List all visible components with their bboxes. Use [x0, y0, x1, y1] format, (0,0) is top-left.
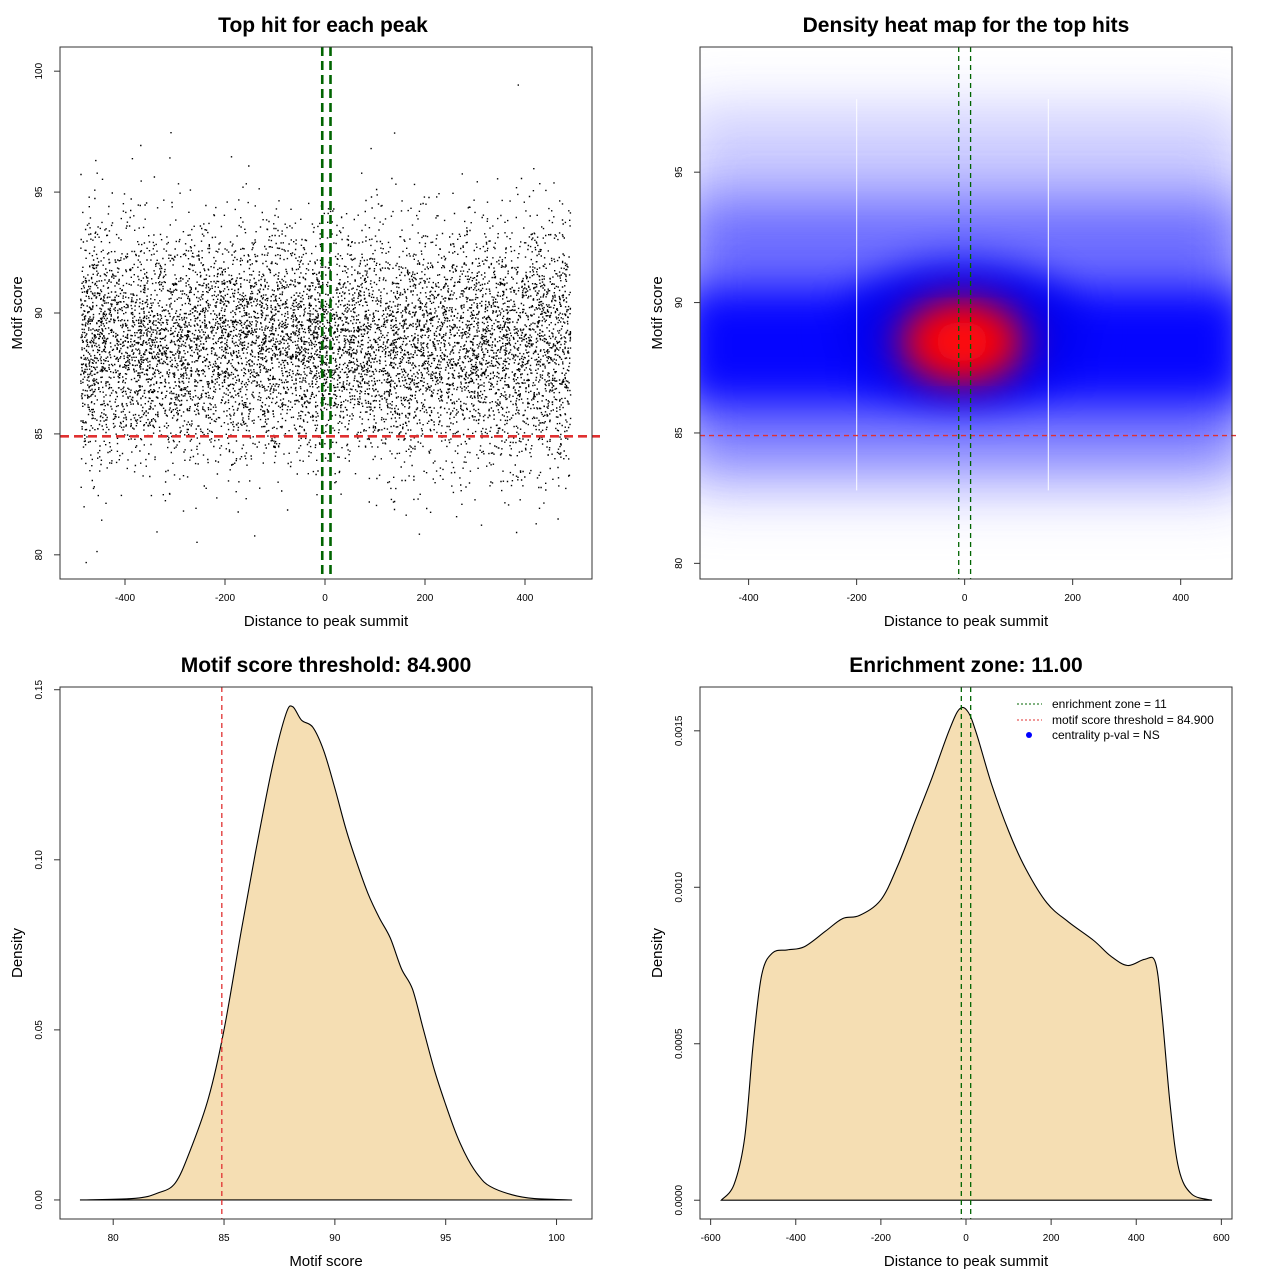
panel-distance-density: Enrichment zone: 11.00 Distance to peak … — [649, 654, 1214, 1270]
panel4-ytick-label: 0.0000 — [674, 1184, 685, 1215]
panel-score-density: Motif score threshold: 84.900 Motif scor… — [9, 654, 471, 1270]
panel3-xtick-label: 90 — [329, 1233, 341, 1244]
panel2-ytick-label: 95 — [674, 166, 685, 178]
panel2-ytick-label: 85 — [674, 427, 685, 439]
panel2-xtick-label: -200 — [847, 593, 867, 604]
panel3-xtick-label: 85 — [218, 1233, 230, 1244]
panel1-xtick-label: 200 — [417, 593, 434, 604]
panel4-xtick-label: 0 — [963, 1233, 969, 1244]
panel4-xtick-label: 600 — [1213, 1233, 1230, 1244]
panel3-xtick-label: 95 — [440, 1233, 452, 1244]
panel3-ylabel: Density — [9, 927, 26, 978]
panel1-xtick-label: 0 — [322, 593, 328, 604]
panel2-ytick-label: 80 — [674, 557, 685, 569]
panel2-ylabel: Motif score — [649, 276, 666, 349]
panel4-ytick-label: 0.0005 — [674, 1028, 685, 1059]
panel4-ylabel: Density — [649, 927, 666, 978]
panel2-plot-box — [699, 46, 1233, 580]
panel4-xtick-label: -400 — [786, 1233, 806, 1244]
panel4-xtick-label: 200 — [1043, 1233, 1060, 1244]
panel3-ytick-label: 0.05 — [34, 1020, 45, 1040]
panel2-xtick-label: 0 — [962, 593, 968, 604]
scatter-points — [80, 84, 572, 564]
panel1-ytick-label: 85 — [34, 428, 45, 440]
legend-label-threshold: motif score threshold = 84.900 — [1052, 713, 1214, 727]
panel2-xtick-label: 400 — [1172, 593, 1189, 604]
panel1-ytick-label: 95 — [34, 186, 45, 198]
panel2-xtick-label: 200 — [1064, 593, 1081, 604]
legend-label-centrality: centrality p-val = NS — [1052, 728, 1160, 742]
panel2-xlabel: Distance to peak summit — [884, 613, 1049, 630]
panel3-plot-box — [59, 686, 593, 1220]
panel1-ytick-label: 100 — [34, 62, 45, 79]
panel3-xtick-label: 80 — [108, 1233, 120, 1244]
panel1-xtick-label: -400 — [115, 593, 135, 604]
panel4-ytick-label: 0.0015 — [674, 715, 685, 746]
panel4-xtick-label: -200 — [871, 1233, 891, 1244]
panel2-ytick-label: 90 — [674, 297, 685, 309]
panel3-ytick-label: 0.15 — [34, 680, 45, 700]
panel-scatter: Top hit for each peak Distance to peak s… — [9, 14, 428, 630]
panel4-xtick-label: -600 — [701, 1233, 721, 1244]
legend: enrichment zone = 11 motif score thresho… — [1017, 697, 1214, 742]
panel1-ytick-label: 90 — [34, 307, 45, 319]
panel4-title: Enrichment zone: 11.00 — [849, 654, 1082, 677]
panel1-xtick-label: -200 — [215, 593, 235, 604]
heatmap-peak-core — [931, 319, 992, 364]
panel1-title: Top hit for each peak — [218, 14, 428, 37]
legend-label-enrichment: enrichment zone = 11 — [1052, 697, 1167, 711]
scatter-point-cloud — [80, 84, 572, 564]
panel2-title: Density heat map for the top hits — [803, 14, 1130, 37]
panel3-xtick-label: 100 — [548, 1233, 565, 1244]
panel2-xtick-label: -400 — [739, 593, 759, 604]
panel3-ytick-label: 0.00 — [34, 1190, 45, 1210]
panel4-xlabel: Distance to peak summit — [884, 1253, 1049, 1270]
panel1-ytick-label: 80 — [34, 549, 45, 561]
panel4-ytick-label: 0.0010 — [674, 872, 685, 903]
panel4-xtick-label: 400 — [1128, 1233, 1145, 1244]
panel1-xtick-label: 400 — [517, 593, 534, 604]
legend-dot-centrality — [1026, 732, 1032, 738]
panel3-title: Motif score threshold: 84.900 — [181, 654, 472, 677]
panel-heatmap: Density heat map for the top hits Distan… — [649, 14, 1129, 630]
panel3-ytick-label: 0.10 — [34, 850, 45, 870]
density-area-3 — [79, 705, 573, 1201]
panel3-xlabel: Motif score — [289, 1253, 362, 1270]
heatmap-layer — [700, 47, 1232, 579]
panel1-ylabel: Motif score — [9, 276, 26, 349]
panel1-xlabel: Distance to peak summit — [244, 613, 409, 630]
density-area-4 — [720, 706, 1213, 1201]
